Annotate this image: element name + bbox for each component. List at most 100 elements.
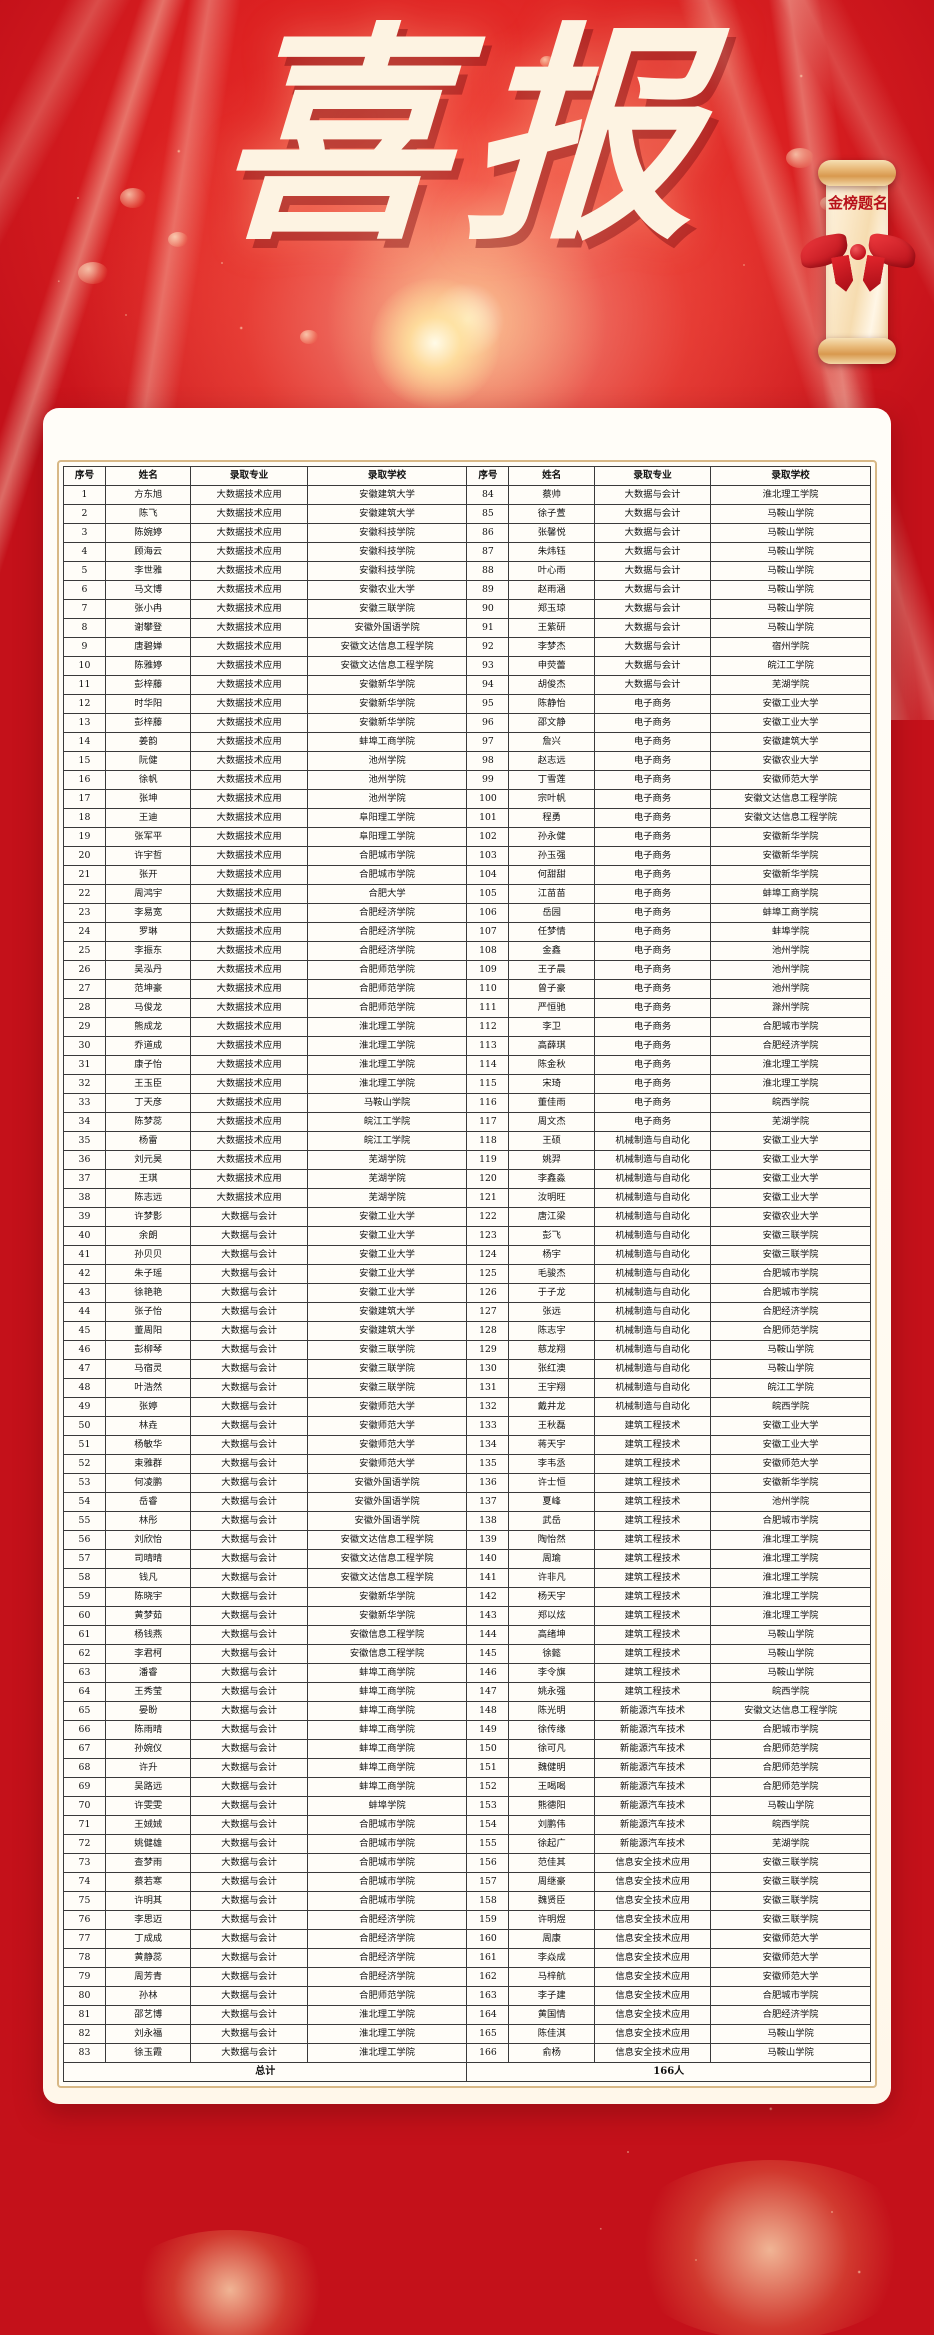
cell-name-right: 王硕 xyxy=(508,1131,595,1151)
cell-major-right: 建筑工程技术 xyxy=(593,1530,712,1550)
cell-index-right: 124 xyxy=(466,1245,510,1265)
cell-major-right: 机械制造与自动化 xyxy=(593,1245,712,1265)
table-row: 39 许梦影 大数据与会计 安徽工业大学 122 唐江梁 机械制造与自动化 安徽农业大学 xyxy=(63,1207,871,1227)
cell-index-right: 152 xyxy=(466,1777,510,1797)
table-row: 19 张军平 大数据技术应用 阜阳理工学院 102 孙永健 电子商务 安徽新华学院 xyxy=(63,827,871,847)
cell-name-left: 唐碧婵 xyxy=(104,637,192,657)
cell-school-left: 淮北理工学院 xyxy=(306,2043,468,2063)
cell-school-right: 滁州学院 xyxy=(710,998,871,1018)
cell-name-left: 王琪 xyxy=(104,1169,192,1189)
sparkle-star-icon xyxy=(370,278,500,408)
cell-school-left: 蚌埠工商学院 xyxy=(306,1758,468,1778)
cell-name-right: 魏健明 xyxy=(508,1758,595,1778)
cell-index-left: 42 xyxy=(63,1264,106,1284)
cell-major-right: 电子商务 xyxy=(593,1112,712,1132)
cell-school-right: 马鞍山学院 xyxy=(710,580,871,600)
table-row: 47 马宿灵 大数据与会计 安徽三联学院 130 张红澳 机械制造与自动化 马鞍山学院 xyxy=(63,1359,871,1379)
cell-school-right: 安徽工业大学 xyxy=(710,1150,871,1170)
cell-school-right: 马鞍山学院 xyxy=(710,561,871,581)
table-row: 75 许明其 大数据与会计 合肥城市学院 158 魏贤臣 信息安全技术应用 安徽三联学院 xyxy=(63,1891,871,1911)
cell-index-left: 25 xyxy=(63,941,106,961)
cell-major-left: 大数据技术应用 xyxy=(190,637,308,657)
cell-school-left: 皖江工学院 xyxy=(306,1131,468,1151)
cell-major-right: 电子商务 xyxy=(593,1074,712,1094)
cell-name-right: 许士恒 xyxy=(508,1473,595,1493)
cell-index-right: 119 xyxy=(466,1150,510,1170)
cell-major-left: 大数据与会计 xyxy=(190,1511,308,1531)
cell-major-right: 建筑工程技术 xyxy=(593,1644,712,1664)
cell-major-right: 建筑工程技术 xyxy=(593,1606,712,1626)
table-row: 66 陈雨晴 大数据与会计 蚌埠工商学院 149 徐传缘 新能源汽车技术 合肥城市学院 xyxy=(63,1720,871,1740)
table-row: 8 谢攀登 大数据技术应用 安徽外国语学院 91 王紫研 大数据与会计 马鞍山学院 xyxy=(63,618,871,638)
cell-index-left: 55 xyxy=(63,1511,106,1531)
cell-major-left: 大数据与会计 xyxy=(190,1207,308,1227)
table-body: 1 方东旭 大数据技术应用 安徽建筑大学 84 蔡帅 大数据与会计 淮北理工学院 2 陈飞 大数据技… xyxy=(63,485,871,2063)
cell-school-left: 合肥城市学院 xyxy=(306,1872,468,1892)
cell-name-left: 罗琳 xyxy=(104,922,192,942)
cell-major-right: 建筑工程技术 xyxy=(593,1625,712,1645)
cell-major-right: 建筑工程技术 xyxy=(593,1549,712,1569)
cell-school-left: 合肥大学 xyxy=(306,884,468,904)
cell-name-right: 李梦杰 xyxy=(508,637,595,657)
cell-major-right: 新能源汽车技术 xyxy=(593,1720,712,1740)
cell-index-left: 41 xyxy=(63,1245,106,1265)
cell-school-left: 皖江工学院 xyxy=(306,1112,468,1132)
cell-school-left: 安徽文达信息工程学院 xyxy=(306,1568,468,1588)
table-row: 72 姚健雄 大数据与会计 合肥城市学院 155 徐起广 新能源汽车技术 芜湖学院 xyxy=(63,1834,871,1854)
cell-major-left: 大数据技术应用 xyxy=(190,827,308,847)
cell-index-right: 157 xyxy=(466,1872,510,1892)
cell-major-right: 电子商务 xyxy=(593,751,712,771)
cell-major-right: 新能源汽车技术 xyxy=(593,1701,712,1721)
cell-index-left: 80 xyxy=(63,1986,106,2006)
cell-name-left: 董周阳 xyxy=(104,1321,192,1341)
cell-name-right: 严恒驰 xyxy=(508,998,595,1018)
table-row: 36 刘元昊 大数据技术应用 芜湖学院 119 姚羿 机械制造与自动化 安徽工业大学 xyxy=(63,1150,871,1170)
table-row: 41 孙贝贝 大数据与会计 安徽工业大学 124 杨宇 机械制造与自动化 安徽三联学院 xyxy=(63,1245,871,1265)
cell-school-left: 安徽科技学院 xyxy=(306,542,468,562)
cell-name-left: 查梦雨 xyxy=(104,1853,192,1873)
cell-major-right: 机械制造与自动化 xyxy=(593,1378,712,1398)
cell-name-left: 李思迈 xyxy=(104,1910,192,1930)
ribbon-knot xyxy=(850,244,866,260)
cell-index-right: 147 xyxy=(466,1682,510,1702)
cell-school-right: 皖西学院 xyxy=(710,1815,871,1835)
cell-index-left: 19 xyxy=(63,827,106,847)
cell-name-right: 申荧蕾 xyxy=(508,656,595,676)
cell-major-right: 信息安全技术应用 xyxy=(593,1853,712,1873)
cell-school-left: 合肥师范学院 xyxy=(306,998,468,1018)
table-row: 52 束雅群 大数据与会计 安徽师范大学 135 李韦丞 建筑工程技术 安徽师范大学 xyxy=(63,1454,871,1474)
cell-school-right: 合肥城市学院 xyxy=(710,1986,871,2006)
cell-school-right: 安徽新华学院 xyxy=(710,865,871,885)
cell-major-right: 机械制造与自动化 xyxy=(593,1207,712,1227)
table-row: 1 方东旭 大数据技术应用 安徽建筑大学 84 蔡帅 大数据与会计 淮北理工学院 xyxy=(63,485,871,505)
cell-school-right: 安徽文达信息工程学院 xyxy=(710,789,871,809)
cell-index-right: 156 xyxy=(466,1853,510,1873)
cell-index-left: 15 xyxy=(63,751,106,771)
cell-index-right: 121 xyxy=(466,1188,510,1208)
table-row: 78 黄静蕊 大数据与会计 合肥经济学院 161 李焱成 信息安全技术应用 安徽师范大学 xyxy=(63,1948,871,1968)
cell-major-right: 信息安全技术应用 xyxy=(593,1948,712,1968)
cell-index-left: 83 xyxy=(63,2043,106,2063)
cell-index-right: 86 xyxy=(466,523,510,543)
cell-major-left: 大数据技术应用 xyxy=(190,1188,308,1208)
cell-major-right: 电子商务 xyxy=(593,922,712,942)
cell-school-right: 马鞍山学院 xyxy=(710,2043,871,2063)
cell-index-right: 164 xyxy=(466,2005,510,2025)
cell-index-right: 98 xyxy=(466,751,510,771)
cell-name-right: 周继豪 xyxy=(508,1872,595,1892)
col-header-name-left: 姓名 xyxy=(104,466,192,486)
cell-name-right: 蒋天宇 xyxy=(508,1435,595,1455)
cell-major-right: 机械制造与自动化 xyxy=(593,1264,712,1284)
table-row: 21 张开 大数据技术应用 合肥城市学院 104 何甜甜 电子商务 安徽新华学院 xyxy=(63,865,871,885)
cell-index-left: 74 xyxy=(63,1872,106,1892)
table-row: 46 彭柳琴 大数据与会计 安徽三联学院 129 慈龙翔 机械制造与自动化 马鞍山学院 xyxy=(63,1340,871,1360)
cell-name-left: 马文博 xyxy=(104,580,192,600)
cell-name-right: 宋琦 xyxy=(508,1074,595,1094)
cell-index-right: 162 xyxy=(466,1967,510,1987)
cell-index-left: 23 xyxy=(63,903,106,923)
cell-name-right: 夏峰 xyxy=(508,1492,595,1512)
cell-index-left: 79 xyxy=(63,1967,106,1987)
cell-index-right: 150 xyxy=(466,1739,510,1759)
cell-index-left: 70 xyxy=(63,1796,106,1816)
cell-index-right: 163 xyxy=(466,1986,510,2006)
